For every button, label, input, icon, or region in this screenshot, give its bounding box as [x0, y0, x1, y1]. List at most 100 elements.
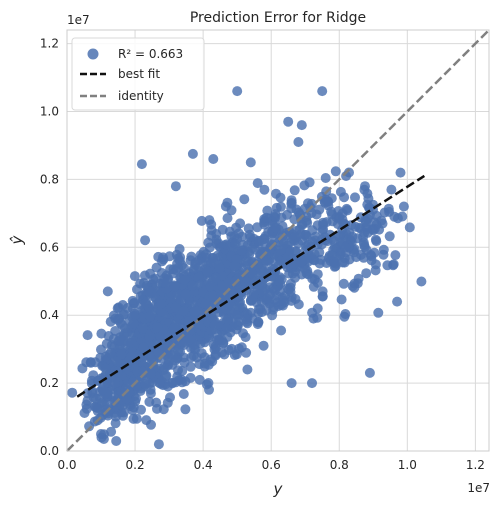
scatter-point [138, 342, 149, 353]
scatter-point [158, 277, 169, 288]
scatter-point [330, 166, 341, 177]
scatter-point [211, 272, 221, 283]
scatter-point [187, 280, 198, 291]
scatter-point [209, 320, 220, 331]
scatter-point [196, 215, 207, 226]
scatter-point [185, 372, 196, 383]
scatter-point [241, 257, 251, 267]
scatter-point [187, 148, 198, 159]
scatter-point [329, 242, 340, 253]
scatter-point [269, 234, 280, 245]
scatter-point [338, 278, 349, 289]
scatter-point [170, 355, 181, 366]
scatter-points [67, 86, 427, 450]
y-tick-label: 1.0 [40, 104, 59, 118]
scatter-point [282, 283, 293, 294]
scatter-point [180, 404, 191, 415]
axes-frame [66, 29, 490, 452]
scatter-point [194, 374, 205, 385]
scatter-point [392, 296, 403, 307]
x-axis-label: y [273, 480, 284, 498]
scatter-point [358, 232, 368, 243]
scatter-point [173, 345, 184, 356]
scatter-point [276, 212, 287, 223]
scatter-point [202, 266, 213, 277]
scatter-point [349, 282, 360, 293]
scatter-point [139, 270, 150, 281]
scatter-point [390, 250, 401, 261]
scatter-point [336, 294, 347, 305]
scatter-point [258, 340, 269, 351]
scatter-point [262, 205, 273, 216]
scatter-point [81, 403, 92, 414]
scatter-point [204, 215, 215, 226]
scatter-point [129, 298, 139, 309]
scatter-point [158, 404, 169, 415]
scatter-point [270, 223, 281, 233]
scatter-point [145, 311, 156, 322]
y-axis-label: ŷ [8, 234, 26, 245]
scatter-point [176, 374, 187, 385]
scatter-point [236, 245, 247, 256]
y-tick-label: 0.6 [40, 240, 59, 254]
scatter-point [102, 286, 113, 297]
scatter-point [364, 202, 375, 213]
scatter-point [373, 307, 384, 318]
scatter-point [140, 379, 151, 390]
scatter-point [261, 293, 272, 304]
scatter-point [275, 201, 286, 212]
scatter-point [165, 392, 175, 403]
scatter-point [174, 244, 185, 254]
scatter-point [366, 251, 377, 262]
scatter-point [307, 237, 318, 248]
scatter-point [233, 316, 244, 327]
scatter-point [169, 322, 180, 333]
scatter-point [136, 159, 147, 170]
scatter-point [200, 299, 211, 309]
scatter-point [296, 120, 307, 131]
scatter-point [208, 290, 219, 301]
scatter-point [282, 262, 293, 273]
scatter-point [105, 347, 116, 358]
scatter-point [156, 306, 167, 317]
scatter-point [167, 378, 178, 389]
x-tick-label: 1.2 [466, 458, 485, 472]
scatter-point [383, 203, 394, 214]
scatter-point [158, 254, 169, 265]
scatter-point [156, 299, 167, 309]
scatter-point [154, 378, 165, 389]
scatter-point [205, 258, 216, 269]
scatter-point [212, 329, 223, 340]
scatter-point [253, 317, 264, 328]
scatter-point [404, 222, 415, 233]
scatter-point [317, 291, 328, 302]
scatter-point [180, 289, 191, 300]
y-tick-label: 1.2 [40, 37, 59, 51]
scatter-point [128, 377, 139, 387]
scatter-point [96, 429, 106, 439]
x-tick-label: 0.8 [330, 458, 349, 472]
scatter-point [190, 259, 201, 270]
scatter-point [335, 186, 346, 197]
scatter-point [214, 263, 225, 274]
scatter-point [184, 334, 195, 345]
scatter-point [177, 366, 188, 376]
scatter-point [364, 367, 375, 378]
y-tick-label: 0.2 [40, 376, 59, 390]
scatter-point [123, 387, 134, 397]
scatter-point [229, 261, 240, 272]
scatter-point [111, 436, 122, 446]
x-tick-label: 0.6 [262, 458, 281, 472]
x-axis-offset-label: 1e7 [467, 481, 490, 495]
scatter-point [384, 231, 395, 242]
scatter-point [145, 368, 156, 379]
scatter-point [308, 313, 319, 324]
scatter-point [112, 303, 123, 314]
scatter-point [416, 276, 427, 287]
scatter-point [296, 256, 307, 267]
scatter-point [232, 86, 243, 97]
scatter-point [315, 254, 326, 265]
scatter-point [286, 378, 297, 389]
scatter-point [146, 353, 157, 364]
